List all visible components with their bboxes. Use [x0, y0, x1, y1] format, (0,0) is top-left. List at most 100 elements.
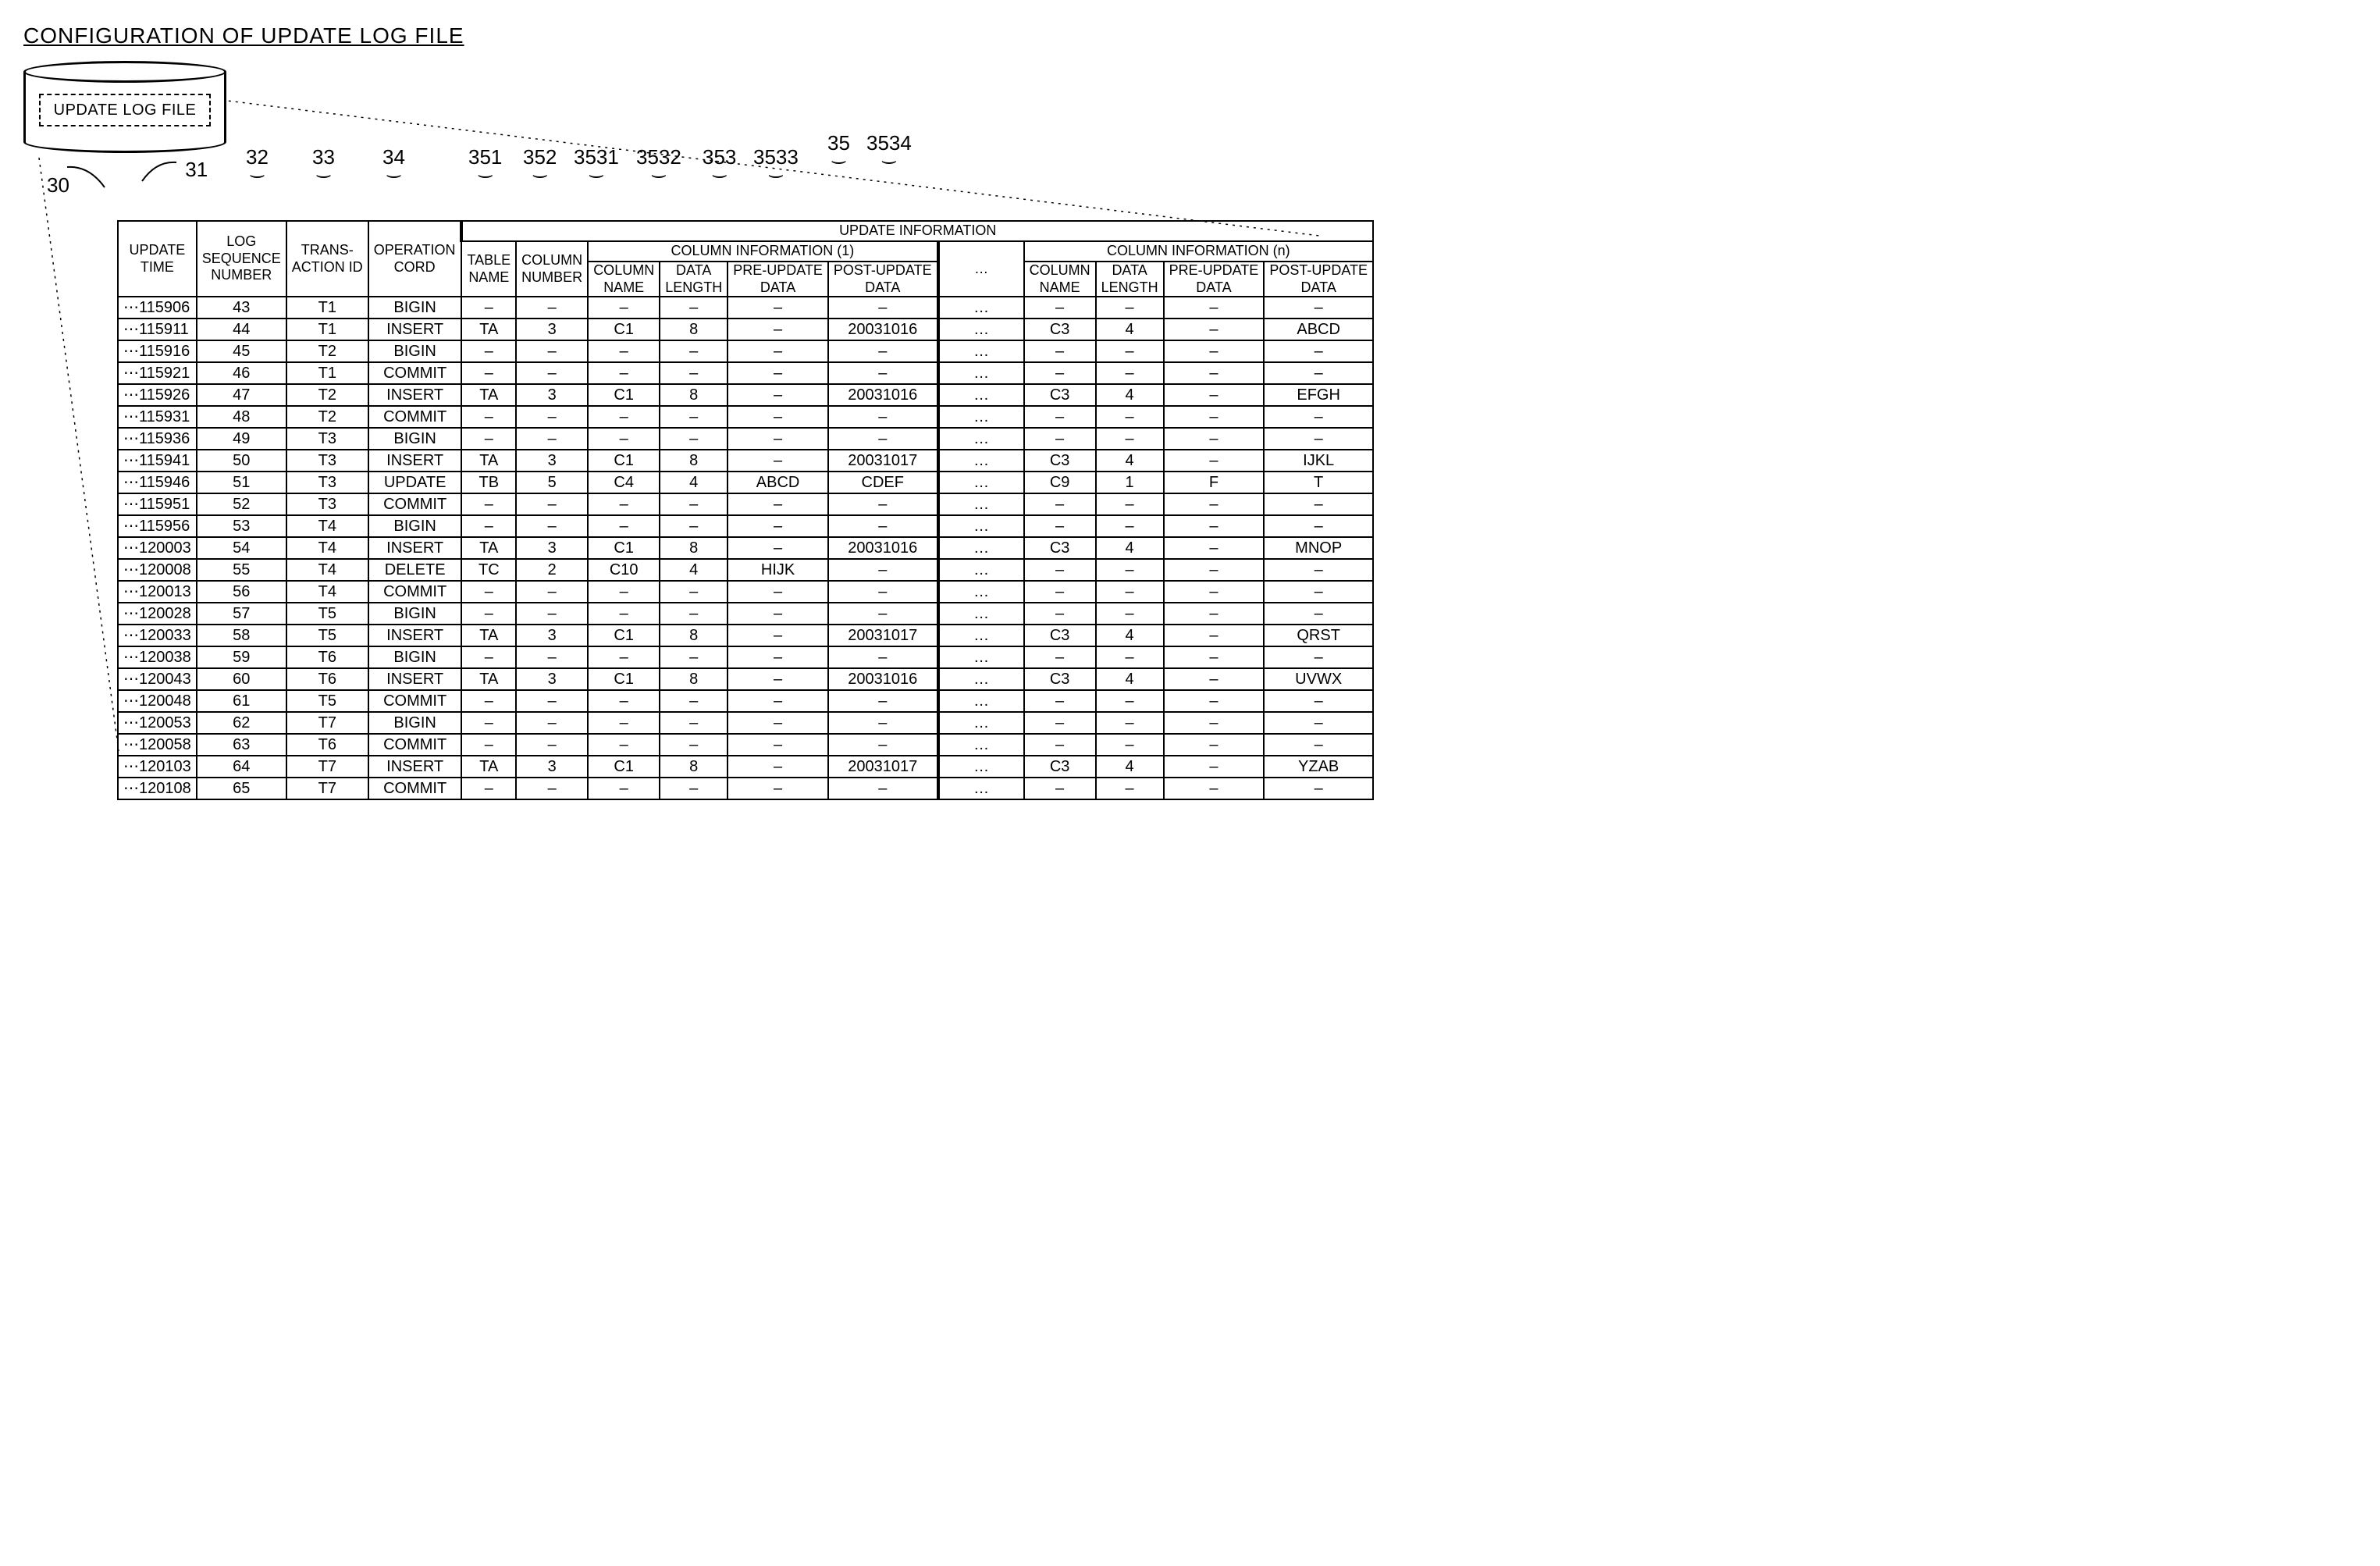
table-cell: – [588, 340, 660, 362]
callout-352: 352⌣ [523, 145, 557, 180]
table-cell: ⋯115941 [118, 450, 197, 472]
table-cell: – [828, 581, 938, 603]
table-cell: ⋯115956 [118, 515, 197, 537]
table-cell: … [938, 559, 1024, 581]
table-row: ⋯11593649T3BIGIN––––––…–––– [118, 428, 1373, 450]
table-cell: COMMIT [368, 778, 462, 799]
table-cell: … [938, 428, 1024, 450]
table-row: ⋯12005863T6COMMIT––––––…–––– [118, 734, 1373, 756]
table-cell: C10 [588, 559, 660, 581]
table-cell: – [588, 362, 660, 384]
table-cell: – [1096, 646, 1164, 668]
table-cell: – [1096, 340, 1164, 362]
table-cell: – [660, 428, 728, 450]
hdr-col-info-n: COLUMN INFORMATION (n) [1024, 241, 1373, 262]
table-row: ⋯11590643T1BIGIN––––––…–––– [118, 297, 1373, 319]
table-cell: 3 [516, 668, 588, 690]
table-cell: – [516, 362, 588, 384]
table-cell: COMMIT [368, 362, 462, 384]
table-cell: – [660, 515, 728, 537]
table-cell: – [1164, 384, 1265, 406]
table-cell: … [938, 515, 1024, 537]
table-cell: – [728, 625, 828, 646]
table-cell: – [728, 362, 828, 384]
table-cell: – [660, 690, 728, 712]
table-cell: … [938, 668, 1024, 690]
callout-34: 34⌣ [382, 145, 405, 180]
table-row: ⋯12010865T7COMMIT––––––…–––– [118, 778, 1373, 799]
table-cell: 51 [197, 472, 286, 493]
table-cell: BIGIN [368, 646, 462, 668]
table-cell: C3 [1024, 537, 1096, 559]
table-cell: – [461, 493, 516, 515]
table-cell: … [938, 472, 1024, 493]
hdr-col-name-1: COLUMNNAME [588, 262, 660, 297]
table-row: ⋯11594651T3UPDATETB5C44ABCDCDEF…C91FT [118, 472, 1373, 493]
callout-3533: 3533⌣ [753, 145, 799, 180]
table-cell: – [728, 515, 828, 537]
table-cell: – [1264, 340, 1373, 362]
callouts-row: 30 31 32⌣ 33⌣ 34⌣ 351⌣ 352⌣ 3531⌣ 3532⌣ … [55, 150, 2357, 220]
table-cell: ⋯120053 [118, 712, 197, 734]
table-cell: T7 [286, 712, 368, 734]
table-cell: T4 [286, 515, 368, 537]
hdr-pre-upd-n: PRE-UPDATEDATA [1164, 262, 1265, 297]
table-row: ⋯11593148T2COMMIT––––––…–––– [118, 406, 1373, 428]
table-cell: 60 [197, 668, 286, 690]
table-cell: – [660, 712, 728, 734]
table-cell: CDEF [828, 472, 938, 493]
table-cell: 55 [197, 559, 286, 581]
table-cell: – [728, 646, 828, 668]
table-cell: – [828, 493, 938, 515]
table-cell: … [938, 712, 1024, 734]
table-cell: – [461, 581, 516, 603]
table-cell: – [461, 340, 516, 362]
table-cell: 3 [516, 756, 588, 778]
table-cell: ⋯120043 [118, 668, 197, 690]
table-cell: – [516, 690, 588, 712]
table-cell: 4 [660, 559, 728, 581]
table-cell: UPDATE [368, 472, 462, 493]
table-cell: – [1024, 428, 1096, 450]
table-cell: – [1024, 297, 1096, 319]
table-cell: C1 [588, 450, 660, 472]
table-cell: BIGIN [368, 297, 462, 319]
table-cell: COMMIT [368, 406, 462, 428]
table-cell: TA [461, 625, 516, 646]
table-cell: – [1024, 603, 1096, 625]
table-cell: – [728, 319, 828, 340]
table-cell: 53 [197, 515, 286, 537]
table-cell: – [828, 690, 938, 712]
table-cell: – [461, 778, 516, 799]
table-cell: – [728, 778, 828, 799]
table-cell: – [728, 450, 828, 472]
table-cell: HIJK [728, 559, 828, 581]
table-cell: – [1096, 428, 1164, 450]
table-cell: – [461, 297, 516, 319]
table-cell: – [1164, 428, 1265, 450]
table-cell: – [1164, 450, 1265, 472]
table-cell: 61 [197, 690, 286, 712]
table-cell: ⋯115926 [118, 384, 197, 406]
table-cell: – [1164, 581, 1265, 603]
table-cell: – [1164, 319, 1265, 340]
table-cell: ⋯120033 [118, 625, 197, 646]
table-cell: 56 [197, 581, 286, 603]
table-row: ⋯11592146T1COMMIT––––––…–––– [118, 362, 1373, 384]
table-cell: T2 [286, 340, 368, 362]
table-cell: BIGIN [368, 603, 462, 625]
table-cell: – [588, 515, 660, 537]
table-row: ⋯12004360T6INSERTTA3C18–20031016…C34–UVW… [118, 668, 1373, 690]
hdr-op-cord: OPERATIONCORD [368, 221, 462, 297]
table-cell: TA [461, 384, 516, 406]
table-cell: T1 [286, 362, 368, 384]
table-cell: – [660, 340, 728, 362]
table-cell: T4 [286, 559, 368, 581]
table-cell: – [828, 428, 938, 450]
table-cell: ⋯115916 [118, 340, 197, 362]
table-cell: – [728, 690, 828, 712]
table-cell: – [1024, 646, 1096, 668]
callout-31: 31 [141, 158, 208, 184]
table-cell: – [1164, 559, 1265, 581]
table-cell: – [516, 297, 588, 319]
